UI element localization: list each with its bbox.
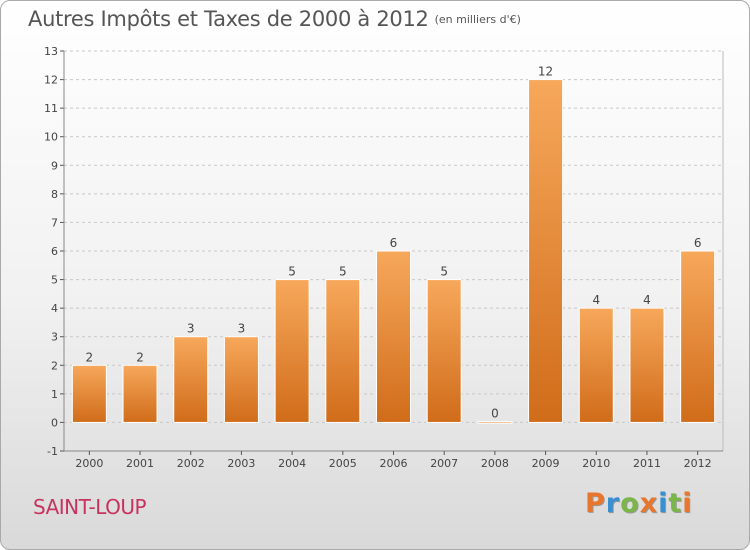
x-tick-label: 2008 [481,457,509,470]
bar-value-label: 3 [238,322,246,336]
x-tick-label: 2000 [75,457,103,470]
bar [578,307,614,423]
y-tick-label: 9 [51,159,58,172]
bar-value-label: 5 [339,265,347,279]
y-tick-label: 6 [51,245,58,258]
x-tick-label: 2003 [227,457,255,470]
bar [629,307,665,423]
logo-letter: P [585,488,606,519]
x-tick-label: 2009 [532,457,560,470]
y-tick-label: 0 [51,416,58,429]
y-tick-label: -1 [47,445,58,458]
logo-letter: x [639,488,659,519]
bar-value-label: 6 [390,236,398,250]
y-tick-label: 5 [51,274,58,287]
x-tick-label: 2007 [430,457,458,470]
bar [71,364,107,423]
logo-letter: r [605,488,621,519]
y-tick-label: 7 [51,216,58,229]
bar [426,279,462,423]
y-tick-label: 1 [51,388,58,401]
bar [122,364,158,423]
bar [528,79,564,423]
title-text: Autres Impôts et Taxes de 2000 à 2012 [28,7,429,31]
y-tick-label: 12 [44,74,58,87]
bar-value-label: 5 [288,265,296,279]
x-tick-label: 2011 [633,457,661,470]
y-tick-label: 10 [44,131,58,144]
y-tick-label: 4 [51,302,58,315]
x-tick-label: 2001 [126,457,154,470]
logo-letter: i [682,488,693,519]
bar-value-label: 12 [538,65,553,79]
proxiti-logo: Proxiti [585,488,693,519]
logo-letter: t [668,488,683,519]
x-tick-label: 2006 [380,457,408,470]
bar-value-label: 0 [491,407,499,421]
x-tick-label: 2004 [278,457,306,470]
bar-value-label: 5 [440,265,448,279]
logo-letter: i [658,488,669,519]
bar [477,421,513,424]
bar [274,279,310,423]
x-tick-label: 2010 [582,457,610,470]
y-tick-label: 2 [51,359,58,372]
y-tick-label: 3 [51,331,58,344]
bar [376,250,411,423]
city-name: SAINT-LOUP [33,495,147,519]
bar-value-label: 6 [694,236,702,250]
bar-value-label: 4 [643,293,651,307]
chart-title: Autres Impôts et Taxes de 2000 à 2012 (en… [28,7,521,31]
bar [325,279,361,423]
bar-value-label: 2 [136,350,144,364]
logo-letter: o [620,488,640,519]
bar [223,336,259,423]
y-tick-label: 13 [44,45,58,58]
x-tick-label: 2002 [177,457,205,470]
y-tick-label: 8 [51,188,58,201]
bar [173,336,209,423]
bar-value-label: 3 [187,322,195,336]
y-tick-label: 11 [44,102,58,115]
bar-value-label: 2 [86,350,94,364]
x-tick-label: 2012 [684,457,712,470]
bar [680,250,716,423]
x-tick-label: 2005 [329,457,357,470]
chart-subtitle: (en milliers d'€) [434,13,521,26]
bar-value-label: 4 [592,293,600,307]
